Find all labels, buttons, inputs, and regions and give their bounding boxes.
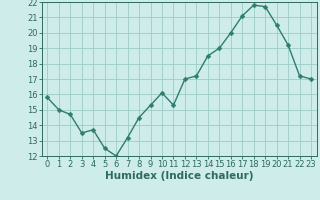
X-axis label: Humidex (Indice chaleur): Humidex (Indice chaleur) [105,171,253,181]
